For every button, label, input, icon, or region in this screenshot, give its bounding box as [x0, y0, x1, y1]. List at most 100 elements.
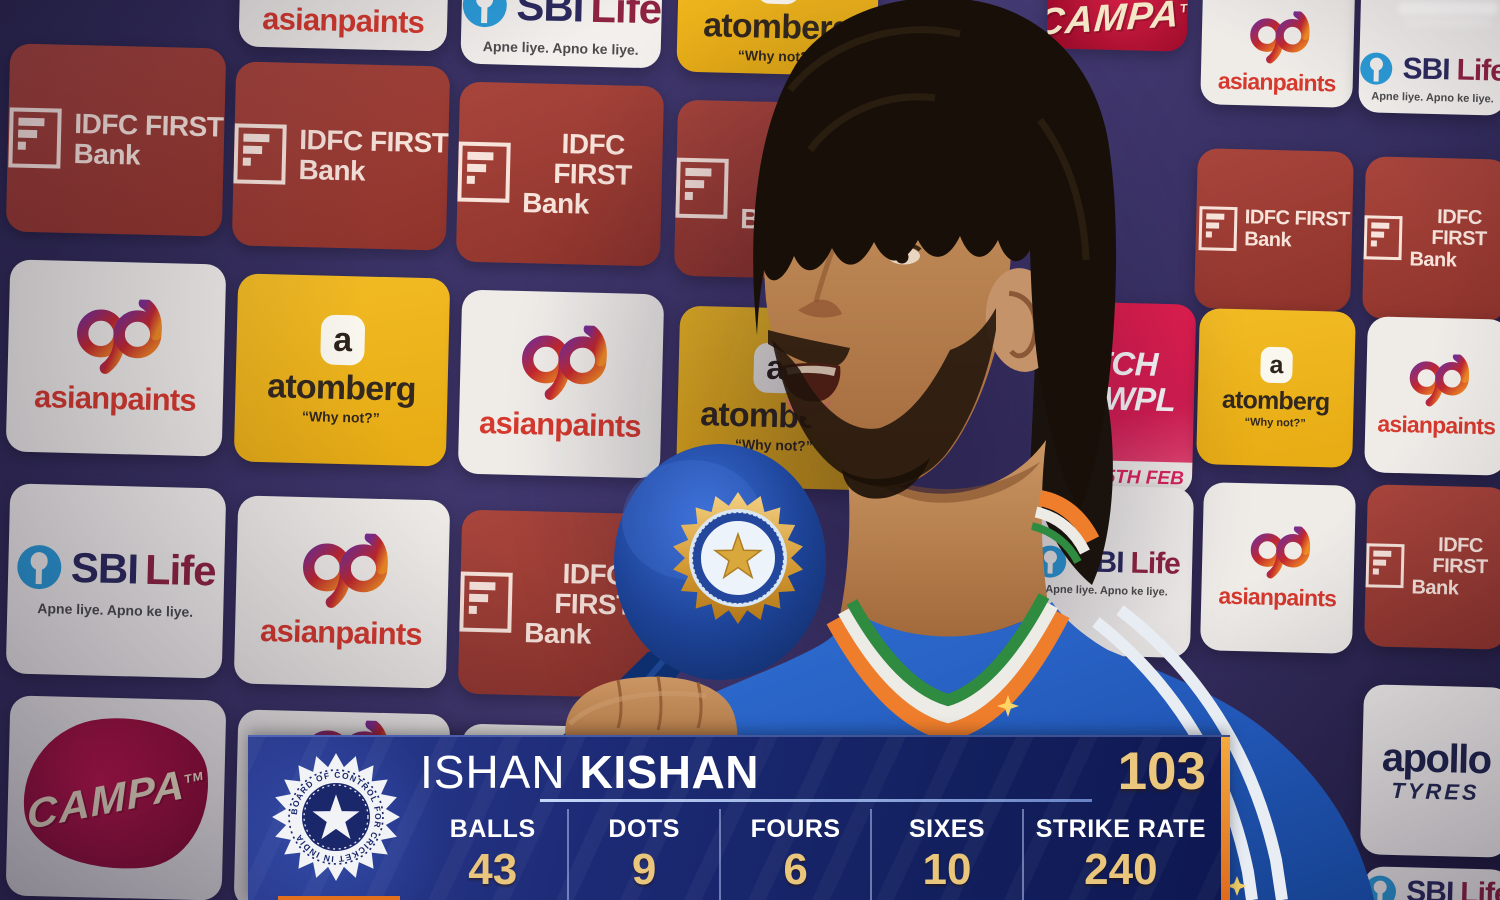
sbi-life-wordmark: Life: [1456, 53, 1500, 88]
campa-wordmark: CAMPA: [1046, 0, 1181, 44]
sbi-logo-icon: [461, 0, 507, 28]
atomberg-tagline: “Why not?”: [301, 408, 380, 426]
asianpaints-wordmark: asianpaints: [33, 379, 197, 418]
idfc-line2: Bank: [298, 153, 366, 187]
sponsor-tile-sbi-life: SBI Life: [1360, 866, 1500, 900]
sbi-wordmark: SBI: [1076, 544, 1124, 579]
player-name: ISHAN KISHAN: [420, 745, 1080, 799]
asianpaints-wordmark: asianpaints: [478, 405, 642, 444]
atomberg-wordmark: atomberg: [1221, 385, 1330, 417]
atomberg-icon: a: [320, 314, 366, 366]
asianpaints-logo: [1250, 524, 1311, 578]
asianpaints-wordmark: asianpaints: [1377, 410, 1496, 439]
asianpaints-logo: [77, 297, 162, 374]
sponsor-tile-atomberg: a atomberg “Why not?”: [1196, 308, 1356, 468]
sbi-tagline: Apne liye. Apno ke liye.: [482, 38, 639, 58]
campa-tm: TM: [1179, 0, 1190, 16]
stat-balls: BALLS 43: [418, 809, 567, 900]
atomberg-icon: a: [1260, 346, 1293, 384]
stat-label: SIXES: [908, 815, 986, 843]
sponsor-tile-sbi-life: SBI Life Apne liye. Apno ke liye.: [1019, 483, 1195, 659]
stat-value: 6: [783, 845, 808, 894]
idfc-line2: Bank: [739, 203, 808, 236]
stat-dots: DOTS 9: [567, 809, 718, 900]
idfc-first-bank-logo-icon: [459, 571, 513, 633]
stat-value: 10: [922, 845, 972, 894]
atomberg-icon: a: [753, 342, 799, 394]
asianpaints-wordmark: asianpaints: [1218, 582, 1337, 611]
campa-tm: TM: [184, 768, 205, 787]
idfc-line2: Bank: [523, 617, 592, 650]
asianpaints-wordmark: asianpaints: [1217, 67, 1336, 97]
idfc-line1: IDFC FIRST: [1432, 533, 1488, 579]
sponsor-tile-idfc-first-bank: IDFC FIRST Bank: [5, 43, 227, 237]
stats-row: BALLS 43 DOTS 9 FOURS 6 SIXES 10 STRIKE …: [418, 809, 1218, 900]
sbi-logo-icon: [1034, 544, 1067, 578]
idfc-first-bank-logo-icon: [1363, 215, 1403, 261]
stat-strike-rate: STRIKE RATE 240: [1021, 809, 1218, 900]
idfc-line1: IDFC FIRST: [766, 143, 847, 207]
apollo-tyres-wordmark: TYRES: [1391, 777, 1480, 806]
atomberg-wordmark: atomberg: [699, 395, 850, 437]
wpl-promo-line2: A WPL: [1072, 378, 1176, 418]
atomberg-wordmark: atomberg: [266, 367, 417, 409]
idfc-first-bank-logo-icon: [233, 123, 287, 185]
player-first-name: ISHAN: [420, 746, 566, 798]
sponsor-tile-apollo-tyres: apollo TYRES: [1359, 684, 1500, 858]
asianpaints-wordmark: asianpaints: [259, 613, 423, 652]
jersey-star: [1227, 876, 1247, 896]
stats-lower-third: BOARD OF CONTROL FOR CRICKET IN INDIA IS…: [248, 735, 1230, 900]
sponsor-tile-idfc-first-bank: IDFC FIRST Bank: [455, 81, 665, 267]
sbi-wordmark: SBI: [1405, 875, 1454, 900]
stat-label: BALLS: [449, 815, 536, 843]
sponsor-tile-idfc-first-bank: IDFC FIRST Bank: [1362, 156, 1500, 322]
sponsor-tile-sbi-life: SBI Life Apne liye. Apno ke liye.: [5, 483, 227, 679]
panel-orange-edge: [1221, 737, 1230, 900]
sponsor-tile-campa: CAMPATM: [5, 695, 227, 900]
asianpaints-logo: [1250, 10, 1310, 64]
sbi-tagline: Apne liye. Apno ke liye.: [1371, 90, 1494, 106]
sbi-tagline: Apne liye. Apno ke liye.: [1045, 582, 1168, 598]
sponsor-tile-atomberg: a atomberg “Why not?”: [233, 273, 451, 467]
atomberg-wordmark: atomberg: [702, 6, 853, 48]
sbi-tagline: Apne liye. Apno ke liye.: [37, 599, 194, 620]
channel-watermark: [1398, 2, 1498, 15]
sponsor-tile-asianpaints: asianpaints: [1200, 0, 1356, 108]
stat-value: 240: [1084, 845, 1158, 894]
sponsor-tile-asianpaints: asianpaints: [1364, 316, 1500, 476]
idfc-line1: IDFC FIRST: [1431, 205, 1487, 251]
sponsor-tile-sbi-life: SBI Life Apne liye. Apno ke liye.: [460, 0, 664, 69]
atomberg-icon: a: [756, 0, 802, 5]
stat-label: FOURS: [750, 815, 841, 843]
sbi-life-wordmark: Life: [1459, 876, 1500, 900]
sponsor-tile-idfc-first-bank: IDFC FIRST Bank: [673, 99, 875, 281]
sponsor-tile-asianpaints: asianpaints: [238, 0, 450, 52]
panel-divider: [540, 799, 1092, 802]
sbi-life-wordmark: Life: [1130, 546, 1181, 581]
sponsor-tile-atomberg: a atomberg “Why not?”: [676, 0, 880, 77]
idfc-line2: Bank: [1243, 228, 1292, 252]
sbi-wordmark: SBI: [515, 0, 585, 31]
idfc-first-bank-logo-icon: [675, 157, 729, 219]
atomberg-tagline: “Why not?”: [734, 436, 813, 454]
player-score: 103: [1117, 742, 1206, 801]
player-last-name: KISHAN: [579, 746, 759, 798]
asianpaints-logo: [1409, 352, 1470, 406]
sponsor-tile-asianpaints: asianpaints: [1199, 482, 1357, 654]
stat-value: 9: [631, 845, 657, 894]
atomberg-tagline: “Why not?”: [1244, 416, 1306, 430]
asianpaints-wordmark: asianpaints: [261, 1, 425, 40]
channel-watermark: [1404, 18, 1492, 27]
idfc-line1: IDFC FIRST: [553, 557, 634, 621]
idfc-line2: Bank: [1411, 576, 1459, 600]
jersey-star: [997, 695, 1019, 717]
idfc-line2: Bank: [73, 137, 141, 171]
idfc-line1: IDFC FIRST: [552, 127, 633, 191]
sponsor-tile-idfc-first-bank: IDFC FIRST Bank: [457, 509, 665, 699]
asianpaints-logo: [303, 531, 388, 608]
apollo-wordmark: apollo: [1381, 735, 1492, 783]
idfc-line2: Bank: [521, 187, 590, 220]
wpl-promo-line1: TCH: [1091, 344, 1159, 384]
stat-sixes: SIXES 10: [870, 809, 1021, 900]
stat-label: DOTS: [608, 815, 680, 843]
